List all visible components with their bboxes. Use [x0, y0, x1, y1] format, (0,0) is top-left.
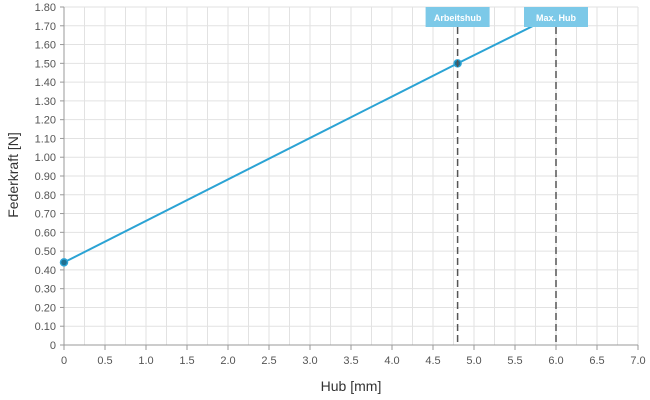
x-tick-labels: 0 0.5 1.0 1.5 2.0 2.5 3.0 3.5 4.0 4.5 5.0 5.5 6.0 6.5… [61, 355, 646, 367]
y-axis-title: Federkraft [N] [5, 132, 21, 218]
y-tick-label: 0.80 [35, 190, 56, 202]
marker-label: Arbeitshub [434, 13, 482, 23]
y-tick-label: 1.30 [35, 96, 56, 108]
y-tick-label: 1.70 [35, 21, 56, 33]
x-tick-label: 3.0 [302, 355, 317, 367]
x-tick-label: 1.5 [179, 355, 194, 367]
x-tick-label: 7.0 [630, 355, 645, 367]
y-tick-label: 0.20 [35, 302, 56, 314]
y-tick-label: 0.10 [35, 321, 56, 333]
marker-label-box [425, 7, 490, 27]
y-tick-label: 1.50 [35, 58, 56, 70]
x-tick-label: 6.5 [589, 355, 604, 367]
x-tick-label: 4.0 [384, 355, 399, 367]
x-tick-label: 2.5 [261, 355, 276, 367]
y-tick-label: 0.40 [35, 265, 56, 277]
x-tick-label: 4.5 [425, 355, 440, 367]
reference-markers: Arbeitshub Max. Hub [425, 7, 588, 345]
x-tick-label: 3.5 [343, 355, 358, 367]
data-point [59, 258, 69, 267]
x-tick-label: 6.0 [548, 355, 563, 367]
y-tick-label: 1.00 [35, 152, 56, 164]
y-tick-label: 1.10 [35, 133, 56, 145]
y-tick-label: 1.20 [35, 115, 56, 127]
x-tick-label: 5.5 [507, 355, 522, 367]
y-tick-labels: 0 0.10 0.20 0.30 0.40 0.50 0.60 0.70 0.80 0.90 1.0… [35, 2, 56, 352]
y-tick-label: 0.50 [35, 246, 56, 258]
y-tick-label: 0.60 [35, 227, 56, 239]
y-tick-label: 1.40 [35, 77, 56, 89]
x-tick-label: 0 [61, 355, 67, 367]
y-tick-label: 0 [50, 340, 56, 352]
y-tick-label: 1.60 [35, 40, 56, 52]
y-tick-label: 1.80 [35, 2, 56, 14]
x-tick-label: 0.5 [97, 355, 112, 367]
x-tick-label: 5.0 [466, 355, 481, 367]
x-axis-title: Hub [mm] [321, 378, 382, 394]
marker-label-box [524, 7, 588, 27]
y-tick-label: 0.70 [35, 209, 56, 221]
x-tick-label: 1.0 [138, 355, 153, 367]
grid [63, 6, 639, 346]
axes [60, 6, 639, 350]
x-tick-label: 2.0 [220, 355, 235, 367]
y-tick-label: 0.30 [35, 284, 56, 296]
marker-label: Max. Hub [536, 13, 577, 23]
y-tick-label: 0.90 [35, 171, 56, 183]
